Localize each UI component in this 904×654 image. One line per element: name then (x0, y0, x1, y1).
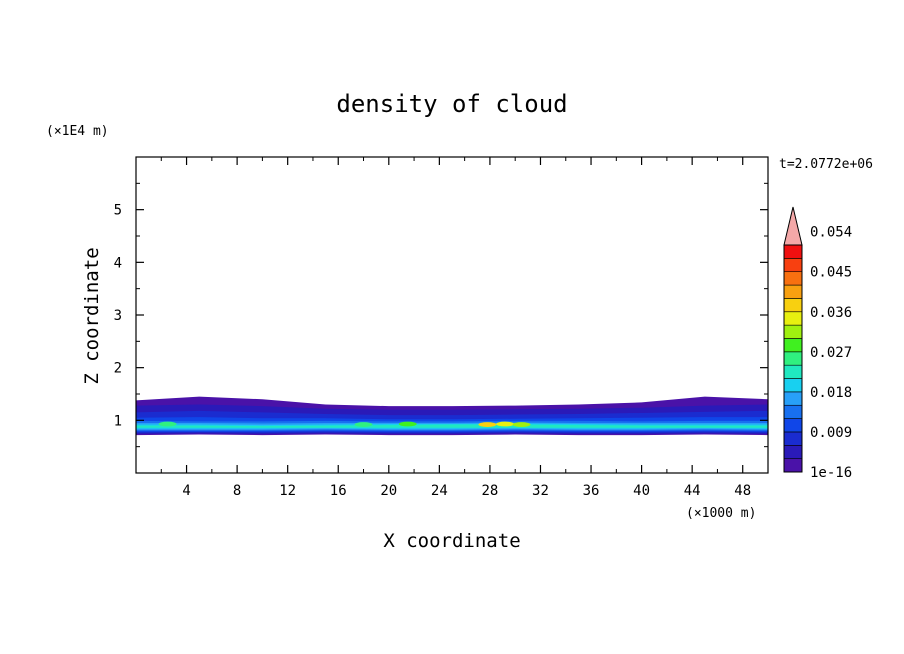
colorbar-label-3: 0.018 (810, 385, 852, 401)
density-layer-8 (136, 424, 768, 428)
y-tick-label-4: 4 (114, 255, 122, 271)
colorbar-swatch-8 (783, 364, 803, 379)
density-hotspot-1 (478, 422, 497, 427)
colorbar-label-7: 0.054 (810, 225, 852, 241)
y-unit-label: (×1E4 m) (46, 124, 109, 139)
colorbar-swatch-16 (783, 258, 803, 273)
y-tick-label-3: 3 (114, 308, 122, 324)
x-tick-label-28: 28 (481, 483, 498, 499)
colorbar-swatch-1 (783, 458, 803, 473)
density-field (136, 396, 768, 436)
x-tick-label-44: 44 (684, 483, 701, 499)
y-tick-label-1: 1 (114, 413, 122, 429)
colorbar-swatch-14 (783, 284, 803, 299)
colorbar-label-5: 0.036 (810, 305, 852, 321)
colorbar-swatch-11 (783, 324, 803, 339)
colorbar-label-4: 0.027 (810, 345, 852, 361)
colorbar-label-1: 1e-16 (810, 465, 852, 481)
x-tick-label-36: 36 (583, 483, 600, 499)
colorbar-label-2: 0.009 (810, 425, 852, 441)
colorbar-swatch-13 (783, 298, 803, 313)
density-hotspot-4 (398, 421, 417, 427)
y-tick-label-2: 2 (114, 361, 122, 377)
y-tick-label-5: 5 (114, 203, 122, 219)
density-hotspot-3 (512, 422, 531, 427)
x-unit-label: (×1000 m) (686, 506, 756, 521)
x-tick-label-8: 8 (233, 483, 241, 499)
x-tick-label-32: 32 (532, 483, 549, 499)
x-tick-label-48: 48 (734, 483, 751, 499)
colorbar-swatch-9 (783, 351, 803, 366)
density-hotspot-6 (354, 422, 373, 427)
x-axis-label: X coordinate (383, 530, 520, 552)
colorbar-swatch-10 (783, 338, 803, 353)
x-tick-label-12: 12 (279, 483, 296, 499)
density-hotspot-2 (496, 421, 515, 427)
colorbar-swatch-4 (783, 418, 803, 433)
y-axis-label: Z coordinate (81, 247, 103, 384)
colorbar-swatch-12 (783, 311, 803, 326)
x-tick-label-40: 40 (633, 483, 650, 499)
x-tick-label-24: 24 (431, 483, 448, 499)
y-axis-ticks: 1 2 3 4 5 (114, 182, 768, 448)
colorbar-label-6: 0.045 (810, 265, 852, 281)
x-tick-label-4: 4 (182, 483, 190, 499)
colorbar-swatch-3 (783, 431, 803, 446)
x-tick-label-16: 16 (330, 483, 347, 499)
colorbar-swatch-6 (783, 391, 803, 406)
time-label: t=2.0772e+06 (779, 157, 873, 172)
colorbar-swatch-7 (783, 378, 803, 393)
density-hotspot-5 (158, 421, 177, 427)
colorbar-extend-arrow (783, 206, 803, 246)
x-axis-ticks: 4 8 12 16 20 24 28 32 36 40 44 48 (160, 157, 751, 499)
colorbar-swatch-17 (783, 244, 803, 259)
colorbar-swatch-5 (783, 404, 803, 419)
colorbar: 1e-16 0.009 0.018 0.027 0.036 0.045 0.054 (783, 206, 852, 481)
chart-title: density of cloud (336, 90, 567, 118)
colorbar-swatch-15 (783, 271, 803, 286)
colorbar-frame (783, 244, 803, 473)
colorbar-swatch-2 (783, 444, 803, 459)
x-tick-label-20: 20 (380, 483, 397, 499)
